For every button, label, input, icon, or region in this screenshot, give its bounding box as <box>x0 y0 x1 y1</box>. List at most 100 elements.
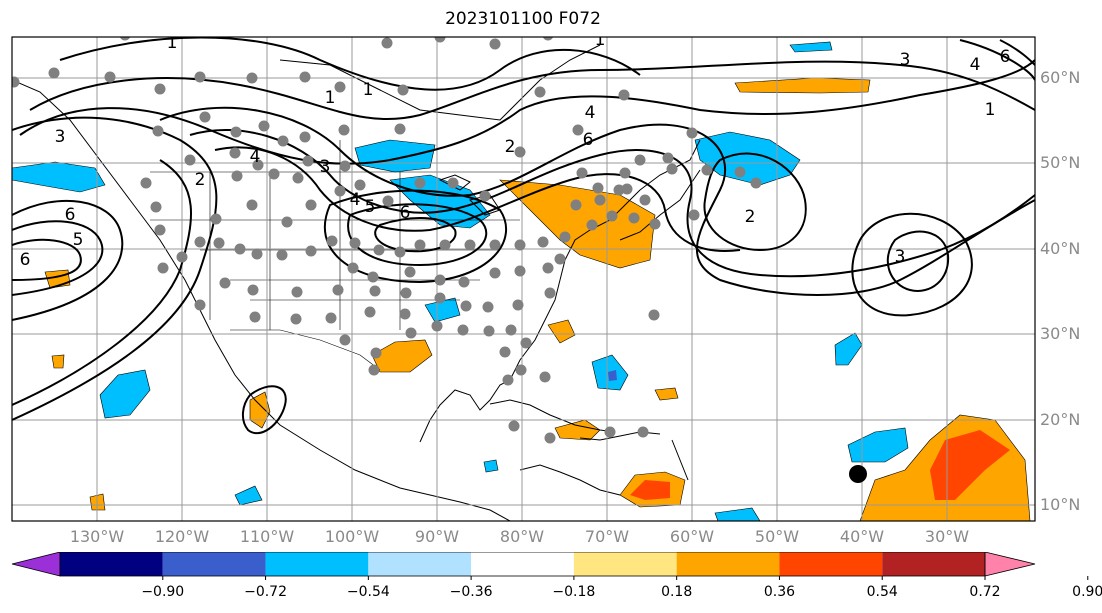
colorbar-bin <box>779 552 883 576</box>
significance-dot <box>332 284 344 296</box>
anomaly-shading <box>12 41 1031 521</box>
contour-label: 1 <box>363 80 374 100</box>
significance-dot <box>290 313 302 325</box>
significance-dot <box>639 194 651 206</box>
significance-dot <box>150 201 162 213</box>
significance-dot <box>184 154 196 166</box>
colorbar-tick-label: −0.54 <box>346 584 390 600</box>
significance-dot <box>246 199 258 211</box>
significance-dot <box>397 84 409 96</box>
significance-dot <box>499 346 511 358</box>
significance-dot <box>368 364 380 376</box>
significance-dot <box>230 126 242 138</box>
negative-anomaly-strong-region <box>608 370 617 381</box>
contour-label: 6 <box>20 250 31 270</box>
positive-anomaly-region <box>547 319 576 344</box>
positive-anomaly-strong-region <box>630 480 670 500</box>
contour-label: 4 <box>250 147 261 167</box>
significance-dot <box>688 209 700 221</box>
significance-dot <box>458 276 470 288</box>
contour-label: 2 <box>195 170 206 190</box>
contours <box>12 37 1035 435</box>
contour-label: 2 <box>745 207 756 227</box>
significance-dot <box>194 71 206 83</box>
contour-label: 1 <box>167 33 178 53</box>
significance-dot <box>325 312 337 324</box>
significance-dot <box>483 325 495 337</box>
colorbar-bin <box>471 552 574 576</box>
significance-dot <box>434 37 446 43</box>
significance-dot <box>734 166 746 178</box>
significance-dot <box>210 213 222 225</box>
significance-dot <box>140 177 152 189</box>
negative-anomaly-region <box>354 139 436 173</box>
colorbar-bin <box>162 552 266 576</box>
positive-anomaly-region <box>654 387 679 401</box>
significance-dot <box>400 287 412 299</box>
colorbar-bin <box>60 552 163 576</box>
contour-label: 1 <box>985 100 996 120</box>
contour-label: 4 <box>970 55 981 75</box>
significance-dot <box>534 86 546 98</box>
significance-dot <box>194 299 206 311</box>
latitude-label: 20°N <box>1040 410 1081 429</box>
significance-dot <box>229 147 241 159</box>
significance-dot <box>570 199 582 211</box>
negative-anomaly-region <box>483 459 499 473</box>
latitude-label: 50°N <box>1040 153 1081 172</box>
significance-dot <box>394 246 406 258</box>
significance-dot <box>305 199 317 211</box>
significance-dot <box>276 249 288 261</box>
significance-dot <box>302 155 314 167</box>
positive-anomaly-region <box>371 339 433 373</box>
significance-dot <box>515 364 527 376</box>
positive-anomaly-region <box>51 354 65 369</box>
latitude-label: 30°N <box>1040 324 1081 343</box>
significance-dot <box>431 320 443 332</box>
longitude-label: 80°W <box>499 527 545 546</box>
significance-dot <box>414 177 426 189</box>
colorbar-bin <box>676 552 780 576</box>
significance-dot <box>258 120 270 132</box>
significance-dot <box>281 216 293 228</box>
significance-dot <box>154 83 166 95</box>
significance-dot <box>701 164 713 176</box>
significance-dot <box>592 182 604 194</box>
contour-label: 5 <box>365 197 376 217</box>
significance-dot <box>299 71 311 83</box>
significance-dot <box>457 324 469 336</box>
significance-dot <box>246 72 258 84</box>
contour-label: 3 <box>320 157 331 177</box>
significance-dot <box>572 124 584 136</box>
contour-label: 6 <box>1000 47 1011 67</box>
contour-label: 2 <box>505 137 516 157</box>
significance-dot <box>439 239 451 251</box>
significance-dot <box>554 253 566 265</box>
significance-dot <box>213 237 225 249</box>
longitude-label: 70°W <box>584 527 630 546</box>
significance-dot <box>628 212 640 224</box>
contour-label: 6 <box>65 205 76 225</box>
colorbar-tick-label: −0.36 <box>449 584 493 600</box>
significance-dot <box>369 285 381 297</box>
significance-dot <box>489 38 501 50</box>
positive-anomaly-region <box>499 179 656 269</box>
significance-dot <box>381 37 393 49</box>
significance-dot <box>613 184 625 196</box>
significance-dot <box>152 125 164 137</box>
significance-dot <box>176 251 188 263</box>
positive-anomaly-strong-region <box>930 430 1010 500</box>
significance-dot <box>339 160 351 172</box>
significance-dot <box>666 163 678 175</box>
significance-dot <box>12 76 20 88</box>
colorbar-tick-label: 0.72 <box>969 584 1001 600</box>
significance-dot <box>662 152 674 164</box>
significance-dot <box>234 243 246 255</box>
significance-dot <box>277 135 289 147</box>
negative-anomaly-region <box>99 369 151 419</box>
significance-dot <box>367 271 379 283</box>
significance-dot <box>502 374 514 386</box>
contour-label: 3 <box>55 127 66 147</box>
significance-dot <box>347 262 359 274</box>
